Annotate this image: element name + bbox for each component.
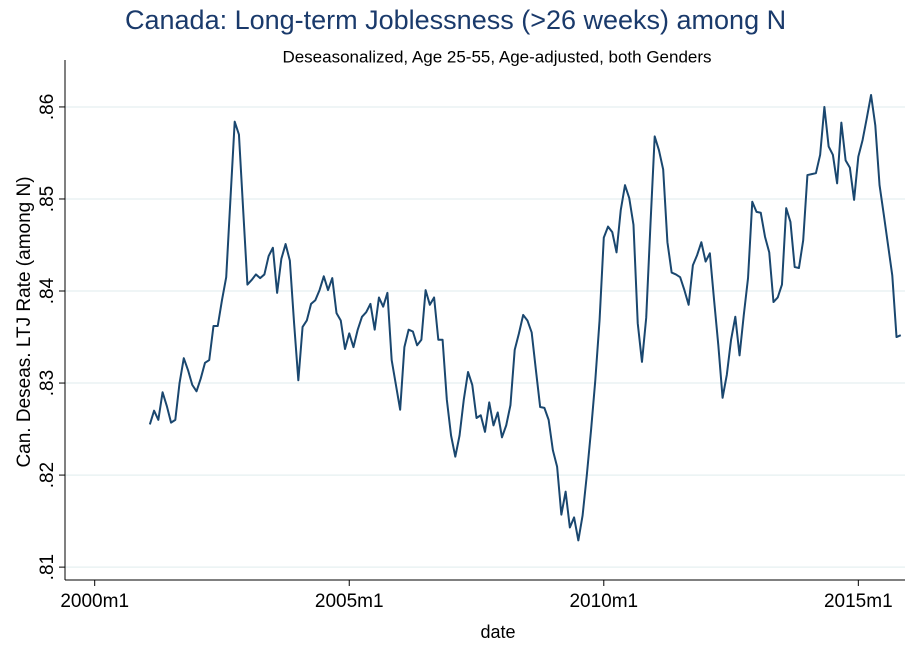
y-tick-label: .81 [37,554,58,580]
x-axis-label: date [480,622,515,642]
data-line [148,93,902,542]
y-tick-label: .83 [37,370,58,396]
y-tick-label: .86 [37,94,58,120]
chart-title: Canada: Long-term Joblessness (>26 weeks… [125,5,786,35]
y-tick-label: .85 [37,186,58,212]
x-tick-label: 2005m1 [315,591,384,612]
y-tick-label: .84 [37,277,58,304]
x-tick-label: 2000m1 [60,591,129,612]
x-tick-label: 2010m1 [569,591,638,612]
y-axis-label: Can. Deseas. LTJ Rate (among N) [14,176,35,467]
x-tick-label: 2015m1 [824,591,893,612]
y-tick-label: .82 [37,462,58,488]
chart-subtitle: Deseasonalized, Age 25-55, Age-adjusted,… [282,47,711,66]
